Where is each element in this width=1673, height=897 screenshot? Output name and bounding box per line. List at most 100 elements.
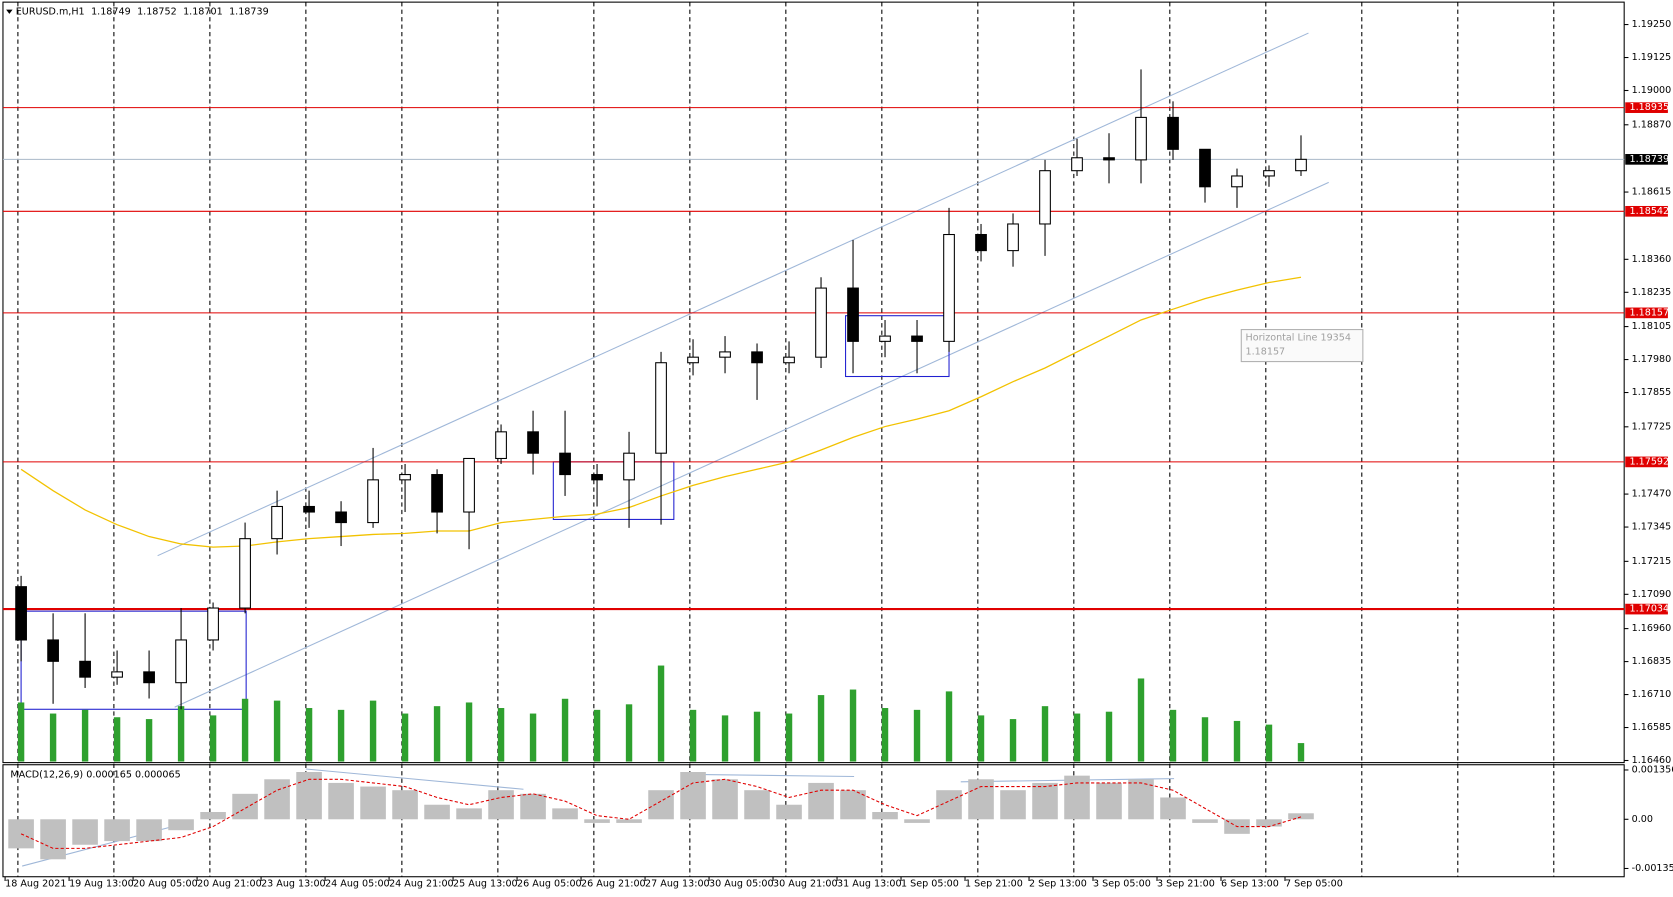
macd-bar — [296, 772, 322, 820]
volume-bar — [881, 708, 889, 762]
level-label: 1.17034 — [1630, 604, 1670, 615]
candle-body — [1071, 157, 1083, 172]
macd-title: MACD(12,26,9) — [10, 769, 83, 780]
candle-body — [175, 639, 187, 684]
macd-trendline — [683, 773, 855, 778]
y-tick-label: 1.17855 — [1632, 387, 1672, 398]
macd-trendline — [305, 768, 524, 790]
candle-body — [1007, 223, 1019, 252]
candle-body — [559, 452, 571, 476]
level-label-box — [1625, 603, 1668, 615]
candle-body — [783, 356, 795, 364]
macd-bar — [456, 808, 482, 820]
volume-bar — [561, 698, 569, 762]
candle-body — [1199, 148, 1211, 188]
macd-bar — [808, 782, 834, 820]
volume-bar — [241, 698, 249, 762]
level-label-box — [1625, 205, 1668, 217]
candle-body — [975, 233, 987, 252]
x-tick-label: 20 Aug 05:00 — [133, 879, 198, 890]
x-tick-label: 3 Sep 05:00 — [1093, 879, 1151, 890]
candle-body — [943, 233, 955, 342]
volume-bar — [1233, 720, 1241, 762]
candle-body — [239, 538, 251, 609]
level-label: 1.17592 — [1630, 456, 1670, 467]
candle-body — [815, 287, 827, 358]
y-tick-label: 1.18615 — [1632, 187, 1672, 198]
volume-bar — [177, 706, 185, 762]
volume-bar — [81, 709, 89, 762]
x-tick-label: 19 Aug 13:00 — [69, 879, 134, 890]
volume-bar — [1009, 719, 1017, 762]
volume-bar — [625, 704, 633, 762]
macd-bar — [520, 793, 546, 820]
x-tick-label: 26 Aug 21:00 — [581, 879, 646, 890]
candle-body — [1039, 170, 1051, 225]
x-tick-label: 1 Sep 21:00 — [965, 879, 1023, 890]
quote-value: 1.18749 — [91, 6, 131, 17]
candle-body — [623, 452, 635, 481]
volume-bar — [113, 717, 121, 762]
menu-arrow[interactable] — [6, 9, 13, 14]
signal-value: 0.000065 — [135, 769, 181, 780]
macd-bar — [200, 812, 226, 820]
macd-bar — [744, 790, 770, 820]
candle-body — [911, 335, 923, 342]
y-tick-label: 1.18235 — [1632, 287, 1672, 298]
y-tick-label: 1.17470 — [1632, 489, 1672, 500]
level-label: 1.18935 — [1630, 102, 1670, 113]
volume-bar — [17, 702, 25, 762]
level-label-box — [1625, 102, 1668, 113]
y-tick-label: 1.17980 — [1632, 354, 1672, 365]
volume-bar — [849, 689, 857, 762]
quote-value: 1.18752 — [137, 6, 177, 17]
macd-bar — [1096, 782, 1122, 820]
quote-value: 1.18739 — [229, 6, 269, 17]
macd-bar — [648, 790, 674, 820]
y-tick-label: 1.16710 — [1632, 689, 1672, 700]
macd-bar — [904, 819, 930, 823]
candle-body — [495, 431, 507, 460]
plot: 1.19250 1.19125 1.19000 1.18870 1.18615 1.183… — [2, 19, 1673, 890]
x-tick-label: 24 Aug 05:00 — [325, 879, 390, 890]
symbol: EURUSD.m,H1 — [16, 6, 85, 17]
candle-body — [207, 607, 219, 641]
signal-line — [20, 778, 1302, 849]
symbol-header: EURUSD.m,H1 1.18749 1.18752 1.18701 1.18739 — [16, 6, 269, 17]
macd-bar — [1288, 813, 1314, 820]
macd-bar — [1032, 782, 1058, 820]
channel-upper — [157, 32, 1309, 557]
candle-body — [1263, 170, 1275, 177]
candle-body — [367, 479, 379, 524]
level-label-box — [1625, 456, 1668, 468]
x-tick-label: 7 Sep 05:00 — [1285, 879, 1343, 890]
tooltip-title: Horizontal Line 19354 — [1246, 333, 1351, 344]
y-tick-label: 0.00 — [1632, 814, 1653, 825]
macd-bar — [1256, 819, 1282, 827]
candle-body — [1295, 158, 1307, 172]
volume-bar — [145, 719, 153, 762]
y-tick-label: 1.18105 — [1632, 321, 1672, 332]
volume-bar — [657, 665, 665, 762]
x-tick-label: 20 Aug 21:00 — [197, 879, 262, 890]
candle-body — [751, 351, 763, 364]
volume-bar — [913, 709, 921, 762]
y-tick-label: 1.16585 — [1632, 722, 1672, 733]
x-tick-label: 23 Aug 13:00 — [261, 879, 326, 890]
y-tick-label: 1.16835 — [1632, 656, 1672, 667]
volume-bar — [1265, 724, 1273, 762]
candle-body — [47, 639, 59, 662]
candle-body — [1231, 175, 1243, 188]
candle-body — [111, 671, 123, 678]
macd-bar — [360, 786, 386, 820]
macd-bar — [40, 819, 66, 860]
volume-bar — [305, 708, 313, 762]
candle-body — [655, 362, 667, 454]
candle-body — [527, 431, 539, 454]
volume-bar — [465, 702, 473, 762]
macd-bar — [1160, 797, 1186, 820]
volume-bar — [49, 713, 57, 762]
x-tick-label: 18 Aug 2021 — [5, 879, 66, 890]
macd-bar — [968, 779, 994, 820]
